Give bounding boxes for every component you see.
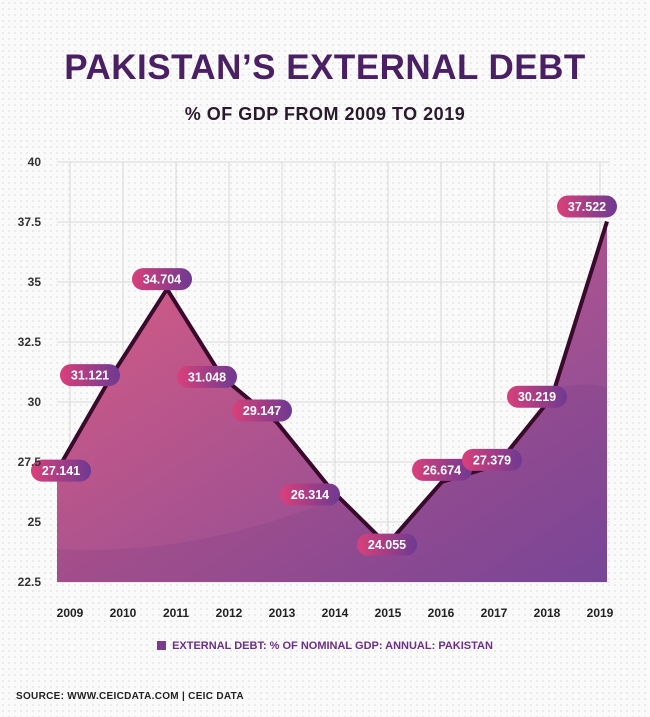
data-label-text: 24.055: [368, 538, 406, 552]
y-tick-label: 35: [28, 275, 42, 289]
data-label-text: 37.522: [568, 200, 606, 214]
data-label: 29.147: [232, 399, 292, 422]
data-label-pill: [60, 364, 120, 387]
data-label: 31.121: [60, 364, 120, 387]
data-label-text: 27.141: [42, 464, 80, 478]
data-label: 26.314: [280, 483, 340, 506]
data-label-text: 31.048: [188, 370, 226, 384]
y-tick-label: 37.5: [18, 215, 42, 229]
data-label-text: 31.121: [71, 369, 109, 383]
source-note: SOURCE: WWW.CEICDATA.COM | CEIC DATA: [16, 691, 244, 702]
x-tick-label: 2018: [534, 606, 561, 620]
data-label-text: 26.674: [423, 463, 461, 477]
data-label-text: 30.219: [518, 390, 556, 404]
x-tick-label: 2009: [57, 606, 84, 620]
data-label: 26.674: [412, 458, 472, 481]
data-label-text: 34.704: [143, 273, 181, 287]
data-label-pill: [177, 365, 237, 388]
x-tick-label: 2011: [163, 606, 189, 620]
x-tick-label: 2017: [481, 606, 508, 620]
x-tick-label: 2012: [216, 606, 243, 620]
data-label-text: 29.147: [243, 404, 281, 418]
chart-subtitle: % OF GDP FROM 2009 TO 2019: [184, 104, 466, 124]
data-label-text: 26.314: [291, 488, 329, 502]
data-label-pill: [462, 448, 522, 471]
y-tick-label: 32.5: [18, 335, 42, 349]
data-label-pill: [357, 533, 417, 556]
x-tick-label: 2019: [587, 606, 614, 620]
data-label-text: 27.379: [473, 453, 511, 467]
legend-label: EXTERNAL DEBT: % OF NOMINAL GDP: ANNUAL:…: [172, 640, 493, 652]
data-label-pill: [557, 195, 617, 218]
data-label: 24.055: [357, 533, 417, 556]
data-label: 30.219: [507, 385, 567, 408]
area-fill: [57, 221, 607, 583]
x-tick-label: 2013: [269, 606, 296, 620]
area-chart: 27.141 31.121 34.704 31.048 29.147 26.314 24.0…: [18, 155, 617, 620]
x-tick-label: 2015: [375, 606, 402, 620]
y-tick-label: 30: [28, 395, 42, 409]
y-tick-label: 22.5: [18, 575, 42, 589]
y-tick-label: 25: [28, 515, 42, 529]
chart-title: PAKISTAN’S EXTERNAL DEBT: [64, 48, 586, 87]
legend: EXTERNAL DEBT: % OF NOMINAL GDP: ANNUAL:…: [0, 640, 650, 652]
x-tick-label: 2016: [428, 606, 455, 620]
data-label-pill: [132, 268, 192, 291]
data-label: 31.048: [177, 365, 237, 388]
y-tick-label: 27.5: [18, 455, 42, 469]
data-label: 37.522: [557, 195, 617, 218]
data-label: 34.704: [132, 268, 192, 291]
data-label: 27.141: [31, 459, 91, 482]
data-label-pill: [31, 459, 91, 482]
x-tick-label: 2010: [110, 606, 137, 620]
data-label-pill: [507, 385, 567, 408]
y-tick-label: 40: [28, 155, 42, 169]
legend-swatch: [157, 641, 167, 650]
data-label: 27.379: [462, 448, 522, 471]
data-label-pill: [232, 399, 292, 422]
x-tick-label: 2014: [322, 606, 349, 620]
data-label-pill: [412, 458, 472, 481]
data-label-pill: [280, 483, 340, 506]
